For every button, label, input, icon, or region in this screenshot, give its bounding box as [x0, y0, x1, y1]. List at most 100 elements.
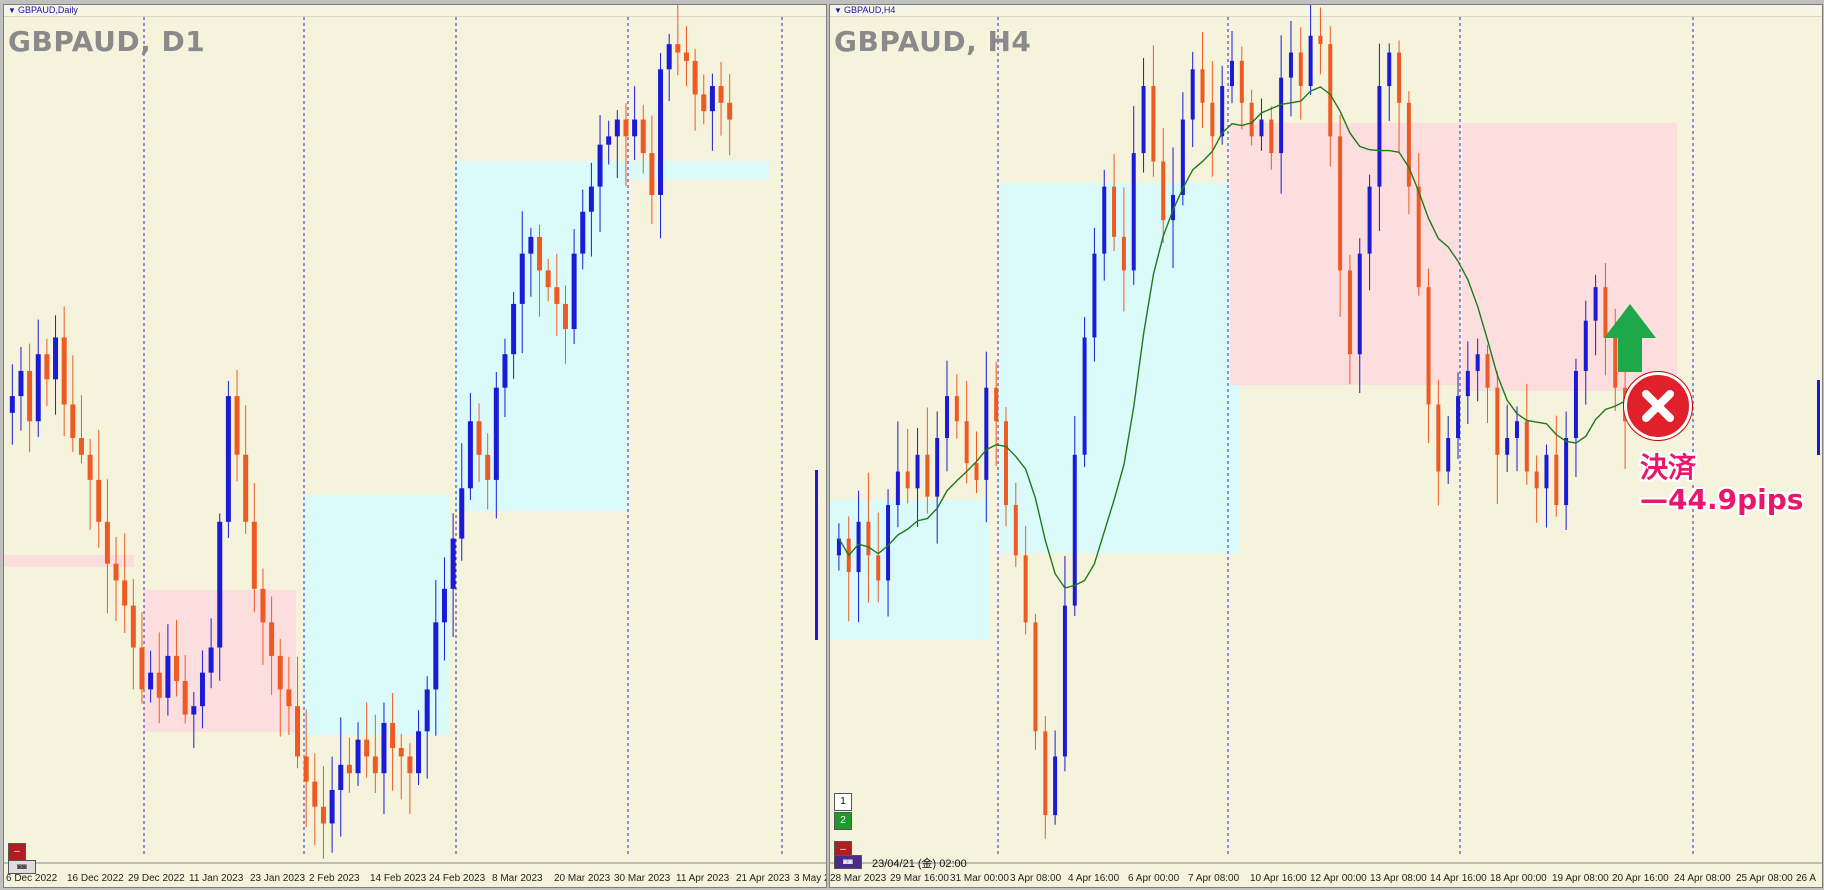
candle-68 — [597, 115, 603, 233]
candle-54 — [1367, 174, 1372, 291]
toolbar-icons[interactable]: ◙◙ — [834, 855, 862, 869]
candle-31 — [277, 639, 283, 737]
candle-48 — [424, 676, 430, 779]
candle-68 — [1505, 404, 1510, 473]
candle-20 — [1033, 613, 1038, 750]
candle-9 — [925, 407, 930, 514]
caret-down-icon[interactable]: ▼ — [8, 6, 16, 15]
x-tick-label-9: 20 Mar 2023 — [554, 873, 611, 884]
candle-24 — [217, 513, 223, 681]
candle-73 — [640, 104, 646, 174]
x-tick-label-0: 28 Mar 2023 — [830, 873, 887, 884]
candle-76 — [666, 33, 672, 102]
candle-41 — [364, 702, 370, 778]
candle-4 — [876, 512, 881, 603]
candle-59 — [519, 211, 525, 354]
x-tick-label-6: 14 Feb 2023 — [370, 873, 427, 884]
candle-58 — [511, 292, 517, 379]
candle-40 — [1230, 30, 1234, 104]
candle-35 — [312, 753, 318, 846]
candle-38 — [1210, 61, 1215, 177]
candle-72 — [632, 86, 638, 160]
candle-82 — [718, 61, 724, 136]
x-tick-label-16: 26 A — [1796, 873, 1816, 884]
candle-35 — [1180, 92, 1185, 206]
candle-38 — [338, 717, 344, 837]
candle-42 — [372, 714, 378, 793]
chart-window-h4[interactable]: ▼ GBPAUD,H4 28 Mar 2023 29 Mar 16:00 31 Mar… — [829, 4, 1823, 888]
candle-45 — [1279, 35, 1284, 194]
candle-66 — [1485, 344, 1490, 423]
candle-69 — [1514, 406, 1519, 472]
candlestick-chart-h4[interactable]: 28 Mar 2023 29 Mar 16:00 31 Mar 00:00 3 Apr… — [830, 5, 1822, 887]
candle-83 — [727, 74, 733, 156]
toolbar-icons[interactable]: ◙◙ — [8, 860, 36, 874]
candle-41 — [1239, 46, 1244, 130]
candle-19 — [1023, 526, 1028, 635]
candle-77 — [675, 5, 681, 76]
candle-69 — [606, 120, 612, 165]
window-caption: ▼ GBPAUD,H4 — [830, 5, 1822, 17]
x-tick-label-0: 6 Dec 2022 — [6, 873, 58, 884]
chart-window-d1[interactable]: ▼ GBPAUD,Daily 6 Dec 2022 16 Dec 2022 29 De… — [3, 4, 827, 888]
candle-14 — [130, 579, 136, 690]
candle-45 — [398, 733, 404, 800]
candle-10 — [96, 429, 102, 548]
moving-average-line — [838, 86, 1626, 589]
candle-11 — [945, 360, 950, 472]
candle-19 — [174, 619, 180, 697]
candle-67 — [1495, 371, 1500, 504]
scroll-marker-left[interactable] — [815, 470, 818, 640]
candle-74 — [649, 115, 655, 225]
candle-8 — [915, 427, 920, 527]
candle-23 — [208, 618, 214, 689]
candle-3 — [866, 472, 871, 603]
candle-80 — [701, 74, 707, 125]
candle-13 — [122, 533, 128, 633]
candle-33 — [295, 656, 301, 769]
scroll-marker-right[interactable] — [1817, 380, 1820, 455]
x-tick-label-4: 4 Apr 16:00 — [1068, 873, 1120, 884]
result-pips: —44.9pips — [1640, 483, 1804, 516]
candle-62 — [545, 258, 551, 302]
settlement-result: 決済 —44.9pips — [1640, 452, 1803, 516]
candle-22 — [199, 650, 205, 729]
candle-2 — [856, 490, 861, 623]
x-tick-label-14: 24 Apr 08:00 — [1674, 873, 1731, 884]
close-icon — [1624, 372, 1692, 440]
caret-down-icon[interactable]: ▼ — [834, 6, 842, 15]
candle-37 — [329, 756, 335, 853]
candle-73 — [1554, 415, 1559, 517]
candle-66 — [580, 189, 586, 270]
symbol-title: GBPAUD, H4 — [834, 25, 1032, 58]
candle-47 — [1298, 27, 1303, 120]
sub-window-2-button[interactable]: 2 — [834, 812, 852, 830]
x-tick-label-15: 25 Apr 08:00 — [1736, 873, 1793, 884]
x-tick-label-8: 8 Mar 2023 — [492, 873, 543, 884]
sub-window-1-button[interactable]: 1 — [834, 793, 852, 811]
candle-36 — [1190, 51, 1195, 148]
candle-55 — [485, 433, 491, 510]
candle-10 — [935, 411, 940, 544]
zone-0 — [4, 555, 134, 567]
candle-23 — [1062, 555, 1067, 772]
candle-34 — [1171, 147, 1176, 269]
candle-75 — [1573, 358, 1578, 478]
minus-button[interactable]: – — [8, 843, 26, 861]
candle-6 — [895, 421, 900, 528]
arrow-up-icon — [1604, 304, 1656, 372]
candle-49 — [1318, 7, 1323, 75]
candle-7 — [905, 428, 910, 504]
candle-78 — [683, 26, 689, 87]
candle-29 — [260, 568, 266, 665]
candlestick-chart-d1[interactable]: 6 Dec 2022 16 Dec 2022 29 Dec 2022 11 Jan 2… — [4, 5, 826, 887]
candle-54 — [476, 403, 482, 483]
candle-65 — [571, 228, 577, 345]
candle-52 — [1347, 254, 1352, 385]
candle-81 — [709, 73, 715, 151]
candle-16 — [994, 361, 999, 467]
candle-46 — [1288, 20, 1293, 117]
zone-2 — [1230, 123, 1460, 385]
candle-7 — [70, 355, 76, 453]
candle-0 — [9, 364, 15, 445]
